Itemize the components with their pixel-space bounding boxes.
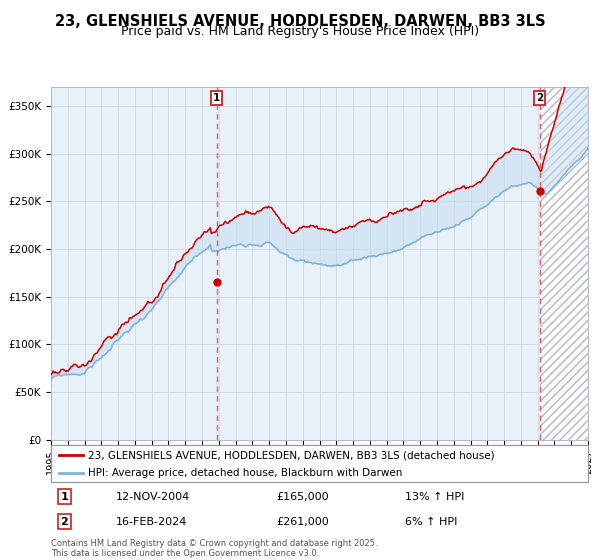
Text: 12-NOV-2004: 12-NOV-2004 — [115, 492, 190, 502]
Text: £165,000: £165,000 — [277, 492, 329, 502]
Text: 1: 1 — [61, 492, 68, 502]
Text: Price paid vs. HM Land Registry's House Price Index (HPI): Price paid vs. HM Land Registry's House … — [121, 25, 479, 38]
Text: 23, GLENSHIELS AVENUE, HODDLESDEN, DARWEN, BB3 3LS: 23, GLENSHIELS AVENUE, HODDLESDEN, DARWE… — [55, 14, 545, 29]
Text: 2: 2 — [536, 93, 543, 103]
Text: 6% ↑ HPI: 6% ↑ HPI — [406, 517, 458, 527]
Text: 2: 2 — [61, 517, 68, 527]
Text: HPI: Average price, detached house, Blackburn with Darwen: HPI: Average price, detached house, Blac… — [88, 468, 402, 478]
Text: £261,000: £261,000 — [277, 517, 329, 527]
Polygon shape — [539, 87, 588, 440]
FancyBboxPatch shape — [51, 445, 588, 482]
Text: 23, GLENSHIELS AVENUE, HODDLESDEN, DARWEN, BB3 3LS (detached house): 23, GLENSHIELS AVENUE, HODDLESDEN, DARWE… — [88, 450, 494, 460]
Text: 1: 1 — [213, 93, 220, 103]
Text: Contains HM Land Registry data © Crown copyright and database right 2025.
This d: Contains HM Land Registry data © Crown c… — [51, 539, 377, 558]
Text: 16-FEB-2024: 16-FEB-2024 — [115, 517, 187, 527]
Text: 13% ↑ HPI: 13% ↑ HPI — [406, 492, 465, 502]
